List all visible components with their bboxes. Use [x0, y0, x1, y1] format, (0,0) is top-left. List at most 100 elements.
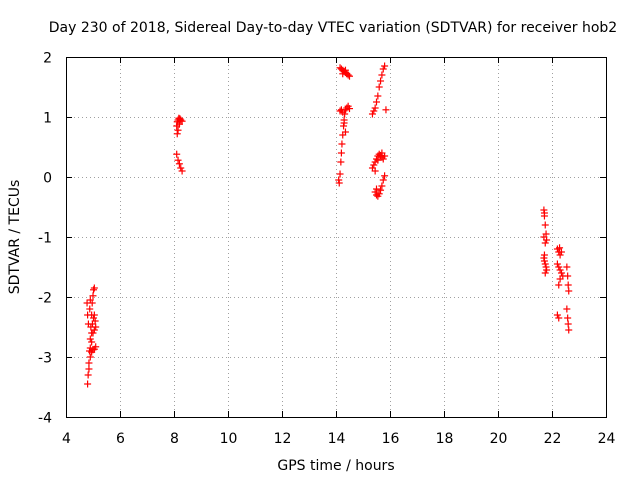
data-point	[89, 329, 97, 337]
data-point	[378, 182, 386, 190]
data-point	[543, 266, 551, 274]
data-point	[346, 72, 353, 80]
data-point	[370, 107, 378, 115]
data-point	[377, 186, 385, 194]
data-point	[88, 338, 96, 346]
data-point	[540, 257, 548, 265]
data-point	[174, 156, 182, 164]
data-point	[91, 317, 99, 325]
y-tick-label: 0	[43, 171, 52, 187]
x-tick-label: 20	[490, 431, 508, 447]
data-point	[85, 365, 93, 373]
data-point	[335, 179, 343, 187]
data-point	[379, 65, 387, 73]
data-point	[339, 108, 347, 116]
data-point	[173, 130, 181, 138]
x-tick-label: 18	[436, 431, 454, 447]
data-point	[378, 71, 386, 79]
data-point	[373, 155, 380, 163]
data-point	[83, 299, 91, 307]
data-point	[553, 260, 561, 268]
data-point	[338, 140, 346, 148]
x-tick-label: 14	[328, 431, 346, 447]
y-tick-label: -1	[38, 231, 52, 247]
data-point	[381, 62, 389, 70]
x-tick-label: 16	[382, 431, 400, 447]
x-tick-label: 4	[62, 431, 71, 447]
data-point	[382, 106, 390, 114]
data-point	[375, 190, 383, 198]
data-point	[540, 233, 548, 241]
data-point	[378, 149, 386, 157]
data-point	[336, 170, 344, 178]
data-point	[84, 311, 92, 319]
data-point	[90, 284, 98, 292]
data-point	[556, 266, 564, 274]
data-point	[84, 380, 92, 388]
data-point	[371, 104, 379, 112]
data-point	[92, 343, 100, 351]
data-point	[90, 311, 98, 319]
plot-frame	[66, 57, 607, 418]
data-point	[563, 263, 571, 271]
data-point	[339, 70, 347, 78]
data-point	[178, 167, 186, 175]
y-tick-labels: -4 -3 -2 -1 0 1 2	[38, 51, 52, 427]
data-point	[175, 120, 183, 128]
data-point	[86, 335, 94, 343]
data-point	[90, 326, 98, 334]
data-point	[341, 128, 349, 136]
data-point	[337, 158, 345, 166]
x-tick-label: 6	[116, 431, 125, 447]
data-point	[556, 251, 564, 259]
data-point	[89, 292, 97, 300]
data-point	[379, 155, 387, 163]
data-point	[86, 305, 94, 313]
data-point	[90, 286, 98, 294]
data-point	[541, 269, 549, 277]
data-point	[564, 314, 572, 322]
y-tick-label: 2	[43, 51, 52, 67]
data-point	[555, 314, 563, 322]
chart-title: Day 230 of 2018, Sidereal Day-to-day VTE…	[49, 20, 617, 36]
data-point	[86, 296, 94, 304]
data-point	[373, 98, 380, 106]
data-point	[375, 83, 383, 91]
data-point	[541, 221, 549, 229]
data-point	[565, 287, 573, 295]
data-point	[90, 314, 98, 322]
data-point	[565, 326, 573, 334]
data-point	[553, 311, 561, 319]
y-axis-label: SDTVAR / TECUs	[7, 180, 23, 295]
data-point	[564, 320, 572, 328]
x-tick-label: 12	[274, 431, 292, 447]
data-point	[564, 281, 572, 289]
data-point	[556, 275, 564, 283]
data-point	[555, 281, 563, 289]
data-point	[563, 305, 571, 313]
data-points	[83, 62, 573, 388]
data-point	[337, 149, 345, 157]
data-point	[374, 156, 382, 164]
data-point	[374, 92, 382, 100]
x-tick-label: 10	[220, 431, 238, 447]
data-point	[175, 160, 183, 168]
data-point	[340, 119, 348, 127]
data-point	[84, 371, 92, 379]
data-point	[373, 185, 380, 193]
data-point	[540, 251, 548, 259]
y-tick-label: -4	[38, 411, 52, 427]
data-point	[564, 272, 572, 280]
data-point	[557, 248, 565, 256]
data-point	[173, 150, 181, 158]
gridlines	[66, 57, 606, 417]
x-tick-labels: 4 6 8 10 12 14 16 18 20 22 24	[62, 431, 615, 447]
x-axis-label: GPS time / hours	[277, 458, 394, 474]
x-tick-label: 8	[170, 431, 179, 447]
data-point	[92, 323, 100, 331]
data-point	[557, 269, 565, 277]
data-point	[371, 167, 379, 175]
data-point	[85, 359, 93, 367]
data-point	[540, 209, 548, 217]
